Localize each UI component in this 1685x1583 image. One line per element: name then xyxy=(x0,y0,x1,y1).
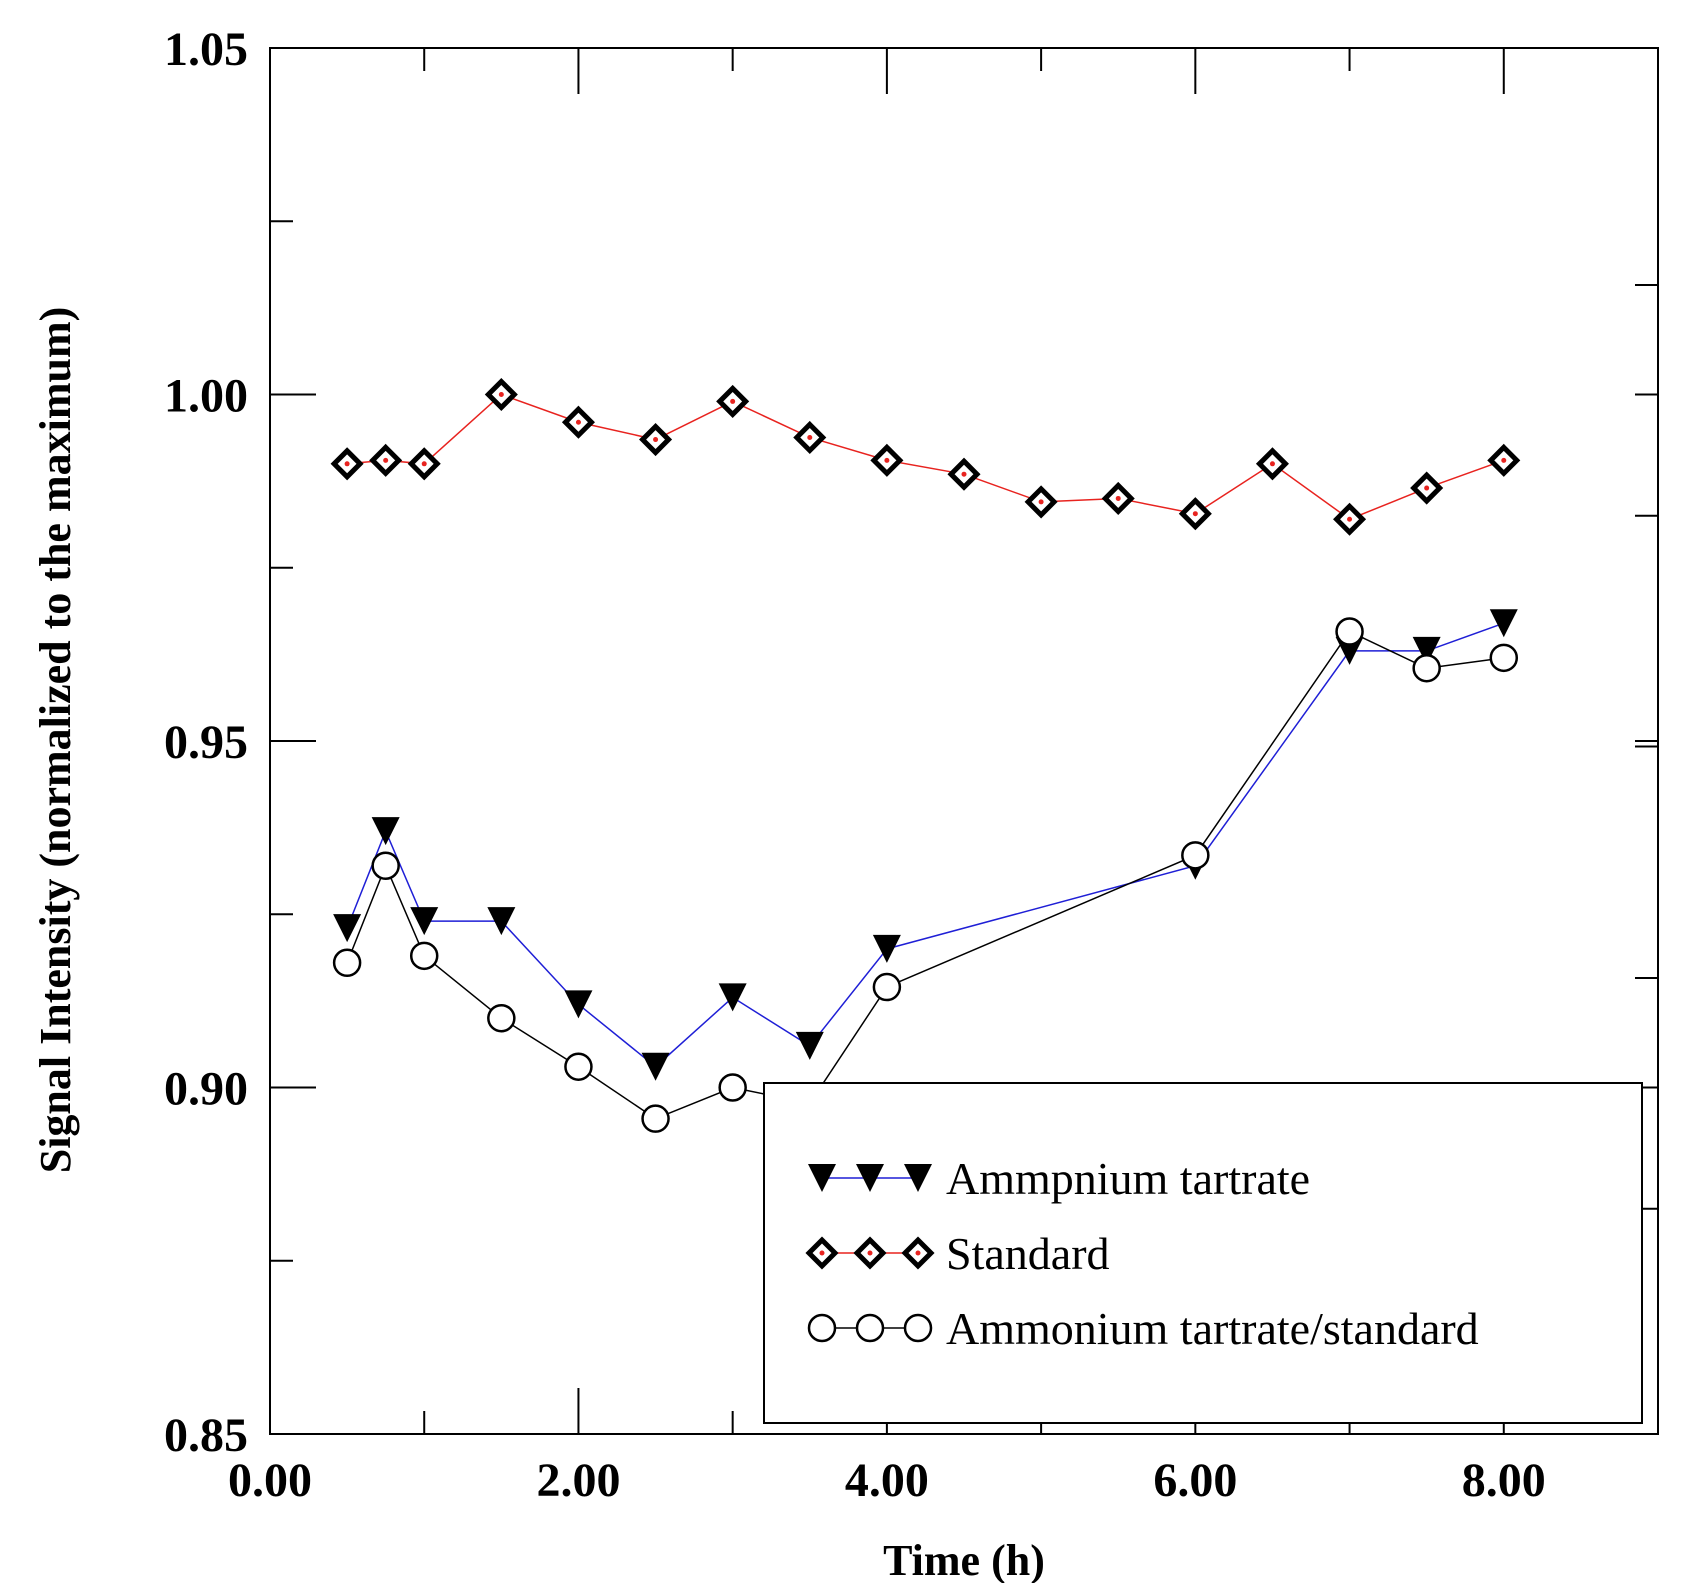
legend-marker-2-2 xyxy=(903,1313,933,1343)
series-1-point-8 xyxy=(870,443,904,477)
series-1-point-0 xyxy=(330,447,364,481)
legend-marker-0-2 xyxy=(904,1164,932,1192)
legend-label-0: Ammpnium tartrate xyxy=(946,1153,1310,1204)
series-2-point-0 xyxy=(332,948,362,978)
series-0-point-11 xyxy=(1412,636,1441,665)
series-0-point-0 xyxy=(333,914,362,943)
series-1-point-11 xyxy=(1101,481,1135,515)
series-1-point-4 xyxy=(561,405,595,439)
legend-label-1: Standard xyxy=(946,1228,1110,1279)
y-tick-label-3: 1.00 xyxy=(164,370,248,423)
data-series xyxy=(330,377,1521,1133)
x-tick-label-1: 2.00 xyxy=(536,1454,620,1507)
series-2-point-3 xyxy=(487,1003,516,1033)
series-2-point-6 xyxy=(718,1073,747,1102)
series-1-point-13 xyxy=(1255,447,1289,481)
series-1-point-7-center xyxy=(807,434,813,440)
series-0-point-6 xyxy=(718,983,747,1012)
series-2-point-9 xyxy=(1181,841,1210,870)
y-tick-label-1: 0.90 xyxy=(164,1063,248,1116)
series-1-point-1-center xyxy=(383,457,389,463)
series-1-point-3-center xyxy=(498,392,504,397)
series-1-point-0-center xyxy=(344,461,350,467)
series-2-point-1 xyxy=(371,851,400,880)
series-0-point-4 xyxy=(564,990,593,1019)
series-1-point-6 xyxy=(716,384,750,418)
series-1-point-12 xyxy=(1178,497,1212,531)
y-tick-label-2: 0.95 xyxy=(164,716,248,769)
series-1-point-9-center xyxy=(961,471,967,477)
y-tick-label-0: 0.85 xyxy=(164,1409,248,1462)
x-axis-title: Time (h) xyxy=(883,1536,1045,1583)
series-0-point-2 xyxy=(410,907,439,936)
series-2-point-11 xyxy=(1412,653,1441,683)
series-2-point-4 xyxy=(564,1052,593,1081)
legend-marker-1-1-center xyxy=(867,1250,873,1256)
series-2-point-10 xyxy=(1335,617,1364,646)
series-2-point-8 xyxy=(872,972,902,1002)
series-2-point-2 xyxy=(409,941,439,971)
series-1-point-11-center xyxy=(1115,495,1121,501)
series-0-point-12 xyxy=(1489,609,1518,638)
series-1-point-13-center xyxy=(1269,461,1275,467)
series-0-point-3 xyxy=(487,907,516,936)
series-1-point-5-center xyxy=(653,437,659,443)
series-1-point-10-center xyxy=(1038,499,1044,505)
y-axis-title: Signal Intensity (normalized to the maxi… xyxy=(31,307,80,1174)
series-0-point-1 xyxy=(371,817,400,846)
legend-marker-1-0-center xyxy=(819,1250,825,1256)
series-0-point-8 xyxy=(872,934,901,963)
series-0-line xyxy=(346,622,1505,1068)
series-1-point-3 xyxy=(484,377,518,412)
legend-marker-1-1 xyxy=(853,1236,887,1270)
series-1-point-7 xyxy=(793,420,827,455)
series-1-point-15-center xyxy=(1424,485,1430,491)
series-1-point-10 xyxy=(1024,485,1058,519)
y-tick-label-4: 1.05 xyxy=(164,23,248,76)
series-0-point-7 xyxy=(795,1031,824,1060)
x-tick-label-4: 8.00 xyxy=(1462,1454,1546,1507)
legend-marker-1-2 xyxy=(901,1236,935,1270)
series-2-point-5 xyxy=(641,1104,670,1133)
series-1-point-2 xyxy=(407,447,441,481)
x-tick-label-2: 4.00 xyxy=(845,1454,929,1507)
axis-tick-labels: 0.00 2.00 4.00 6.00 8.00 0.85 0.90 0.95 1.00 1.05 xyxy=(164,23,1546,1507)
series-1-point-1 xyxy=(369,443,403,477)
series-2-point-12 xyxy=(1489,643,1519,673)
series-1-point-16 xyxy=(1487,443,1521,477)
legend-marker-1-2-center xyxy=(915,1250,921,1256)
series-1-line xyxy=(347,393,1505,521)
series-1-point-14 xyxy=(1333,502,1367,536)
series-1-point-9 xyxy=(947,457,981,491)
series-2-line xyxy=(346,630,1504,1120)
x-tick-label-0: 0.00 xyxy=(228,1454,312,1507)
series-1-point-2-center xyxy=(421,461,427,467)
series-1-point-5 xyxy=(639,423,673,457)
series-1-point-12-center xyxy=(1192,511,1198,517)
series-1-point-4-center xyxy=(575,419,581,425)
legend-marker-1-0 xyxy=(805,1236,839,1270)
x-tick-label-3: 6.00 xyxy=(1153,1454,1237,1507)
series-1-point-8-center xyxy=(884,457,890,463)
legend-marker-0-0 xyxy=(808,1164,836,1192)
legend-label-2: Ammonium tartrate/standard xyxy=(946,1303,1479,1354)
series-1-point-16-center xyxy=(1501,457,1507,463)
series-1-point-15 xyxy=(1410,471,1444,505)
series-1-point-6-center xyxy=(730,398,736,404)
legend-marker-0-1 xyxy=(856,1164,884,1192)
series-2 xyxy=(332,617,1519,1133)
legend-marker-2-0 xyxy=(807,1313,837,1343)
series-0-point-5 xyxy=(641,1052,670,1081)
series-1 xyxy=(330,377,1521,536)
legend-marker-2-1 xyxy=(855,1313,885,1343)
legend-entries: Ammpnium tartrate Standard Ammonium tartra… xyxy=(805,1153,1479,1354)
legend: Ammpnium tartrate Standard Ammonium tartra… xyxy=(763,1082,1643,1424)
series-1-point-14-center xyxy=(1347,516,1353,522)
